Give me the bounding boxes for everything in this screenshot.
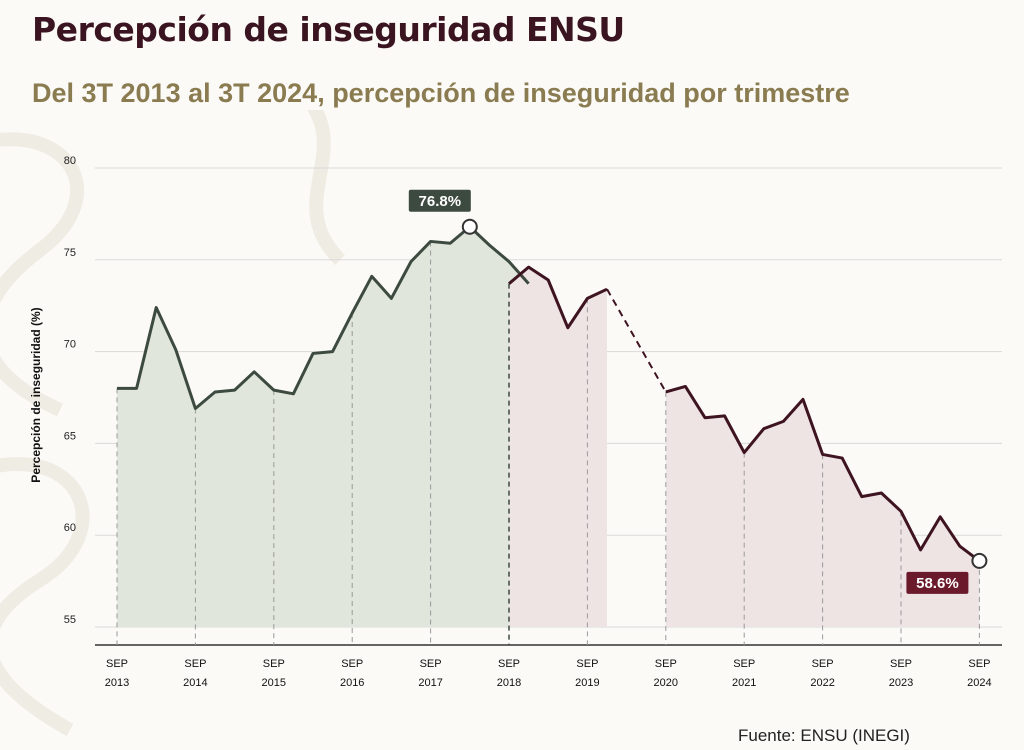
x-tick-month: SEP [576,658,598,670]
series-line-maroon [665,384,981,563]
data-label-box [408,189,471,212]
x-tick-year: 2024 [967,677,991,689]
series-gap-line [606,288,667,393]
x-tick-year: 2015 [262,677,286,689]
x-tick-month: SEP [968,658,990,670]
x-tick-year: 2014 [183,677,207,689]
x-tick-year: 2022 [810,677,834,689]
x-tick-month: SEP [420,658,442,670]
source-note: Fuente: ENSU (INEGI) [738,726,910,745]
x-tick-month: SEP [184,658,206,670]
y-tick-label: 80 [64,155,76,167]
x-tick-month: SEP [341,658,363,670]
y-tick-label: 55 [64,614,76,626]
x-tick-month: SEP [498,658,520,670]
year-guides [116,241,980,645]
x-tick-year: 2016 [340,677,364,689]
x-tick-month: SEP [106,658,128,670]
y-tick-label: 75 [64,247,76,259]
data-label: 58.6% [916,575,959,592]
series-line-maroon [508,265,608,330]
y-tick-label: 60 [64,522,76,534]
x-tick-year: 2020 [654,677,678,689]
x-tick-year: 2023 [889,677,913,689]
background-pattern [0,110,346,737]
annotations: 76.8% 58.6% [408,189,988,594]
x-axis-ticks: SEP 2013 SEP 2014 SEP 2015 SEP 2016 SEP 2017 SEP 20… [105,658,992,689]
x-tick-month: SEP [263,658,285,670]
y-tick-label: 65 [64,430,76,442]
highlight-marker [461,218,478,235]
x-tick-month: SEP [812,658,834,670]
x-tick-month: SEP [655,658,677,670]
area-fill-maroon [509,267,607,627]
y-axis-ticks: 55 60 65 70 75 80 [64,155,76,626]
x-tick-month: SEP [733,658,755,670]
series-lines [117,225,981,563]
x-tick-year: 2017 [418,677,442,689]
series-line-green [117,225,530,411]
x-tick-year: 2019 [575,677,599,689]
x-tick-month: SEP [890,658,912,670]
area-fills [117,226,980,627]
data-label-box [906,571,969,594]
chart-title: Percepción de inseguridad ENSU [32,10,625,49]
area-fill-green [117,226,529,627]
y-tick-label: 70 [64,339,76,351]
chart-subtitle: Del 3T 2013 al 3T 2024, percepción de in… [32,78,850,108]
x-tick-year: 2018 [497,677,521,689]
y-axis-label: Percepción de inseguridad (%) [29,307,43,482]
x-tick-year: 2013 [105,677,129,689]
highlight-marker [971,552,988,569]
x-tick-year: 2021 [732,677,756,689]
data-label: 76.8% [419,193,462,210]
